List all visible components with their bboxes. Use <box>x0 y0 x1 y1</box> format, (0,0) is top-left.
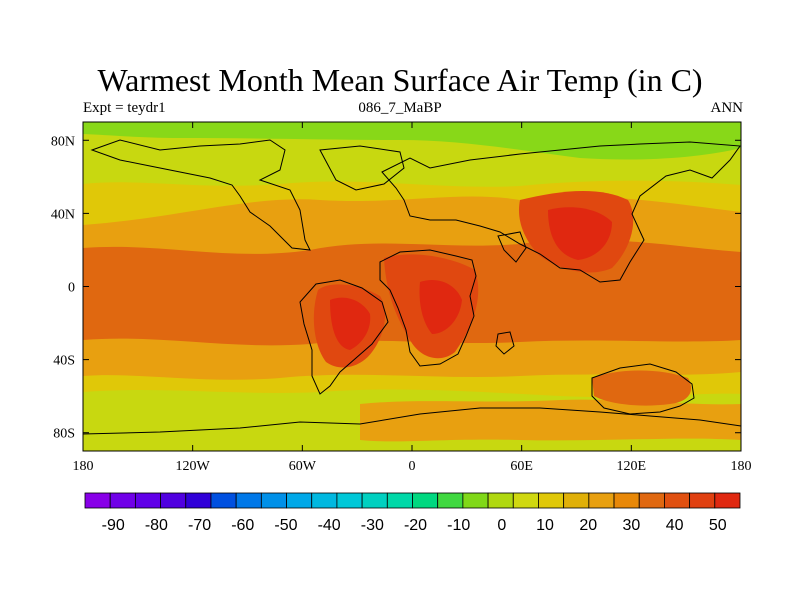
experiment-label: Expt = teydr1 <box>83 100 166 116</box>
colorbar-box <box>462 492 489 509</box>
colorbar-label: 30 <box>623 517 641 534</box>
band-hottest-asia <box>548 207 612 260</box>
colorbar-box <box>386 492 413 509</box>
colorbar-box <box>185 492 212 509</box>
colorbar-boxes <box>84 492 741 509</box>
coastline-north-america <box>90 139 311 251</box>
colorbar-label: 10 <box>536 517 554 534</box>
colorbar-box <box>134 492 161 509</box>
x-tick-label: 60E <box>510 459 533 474</box>
colorbar-label: 0 <box>497 517 506 534</box>
map-title: Warmest Month Mean Surface Air Temp (in … <box>97 62 703 98</box>
colorbar-box <box>109 492 136 509</box>
colorbar-label: -70 <box>188 517 211 534</box>
colorbar-label: -50 <box>274 517 297 534</box>
colorbar-label: -40 <box>318 517 341 534</box>
coastline-madagascar <box>495 331 515 355</box>
colorbar-box <box>487 492 514 509</box>
colorbar-box <box>412 492 439 509</box>
coastline-greenland <box>319 145 405 191</box>
colorbar-box <box>210 492 237 509</box>
x-tick-label: 120W <box>176 459 211 474</box>
time-label: 086_7_MaBP <box>358 100 442 116</box>
y-tick-label: 80S <box>53 427 75 442</box>
coastline-africa <box>379 249 477 367</box>
colorbar-box <box>84 492 111 509</box>
x-tick-label: 180 <box>73 459 94 474</box>
x-tick-label: 60W <box>289 459 317 474</box>
x-tick-label: 0 <box>409 459 416 474</box>
coastline-india <box>497 231 527 263</box>
coastline-australia <box>591 363 695 415</box>
y-tick-label: 40N <box>51 207 75 222</box>
colorbar-box <box>286 492 313 509</box>
band-polar-arctic <box>83 122 741 160</box>
coastline-antarctica <box>83 407 741 435</box>
colorbar-box <box>235 492 262 509</box>
x-tick-label: 180 <box>731 459 752 474</box>
y-axis-ticks: 80N 40N 0 40S 80S <box>51 134 741 442</box>
coastline-eurasia <box>381 141 741 283</box>
colorbar-box <box>588 492 615 509</box>
colorbar-box <box>512 492 539 509</box>
colorbar-label: -90 <box>102 517 125 534</box>
colorbar-box <box>638 492 665 509</box>
x-tick-label: 120E <box>617 459 647 474</box>
colorbar-box <box>336 492 363 509</box>
colorbar-box <box>361 492 388 509</box>
colorbar-label: 50 <box>709 517 727 534</box>
colorbar-box <box>160 492 187 509</box>
colorbar-box <box>664 492 691 509</box>
colorbar-label: 40 <box>666 517 684 534</box>
colorbar-label: -60 <box>231 517 254 534</box>
colorbar-label: -20 <box>404 517 427 534</box>
colorbar-box <box>538 492 565 509</box>
band-hottest-africa <box>419 280 462 334</box>
colorbar-box <box>613 492 640 509</box>
map-fill-layer <box>83 122 741 451</box>
coastline-south-america <box>299 279 389 395</box>
colorbar-box <box>437 492 464 509</box>
band-hot-australia <box>592 370 692 406</box>
colorbar-label: -10 <box>447 517 470 534</box>
colorbar-label: 20 <box>579 517 597 534</box>
x-axis-ticks: 180 120W 60W 0 60E 120E 180 <box>73 122 752 474</box>
colorbar-labels: -90 -80 -70 -60 -50 -40 -30 -20 -10 0 10 20 30 40 50 <box>102 517 727 534</box>
colorbar-box <box>689 492 716 509</box>
colorbar-box <box>311 492 338 509</box>
y-tick-label: 0 <box>68 281 75 296</box>
y-tick-label: 80N <box>51 134 75 149</box>
colorbar-label: -30 <box>361 517 384 534</box>
colorbar-box <box>714 492 741 509</box>
colorbar-label: -80 <box>145 517 168 534</box>
colorbar-box <box>260 492 287 509</box>
colorbar-box <box>563 492 590 509</box>
band-hottest-south-america <box>330 297 371 350</box>
period-label: ANN <box>710 100 744 116</box>
coastline-layer <box>83 139 741 435</box>
y-tick-label: 40S <box>53 354 75 369</box>
